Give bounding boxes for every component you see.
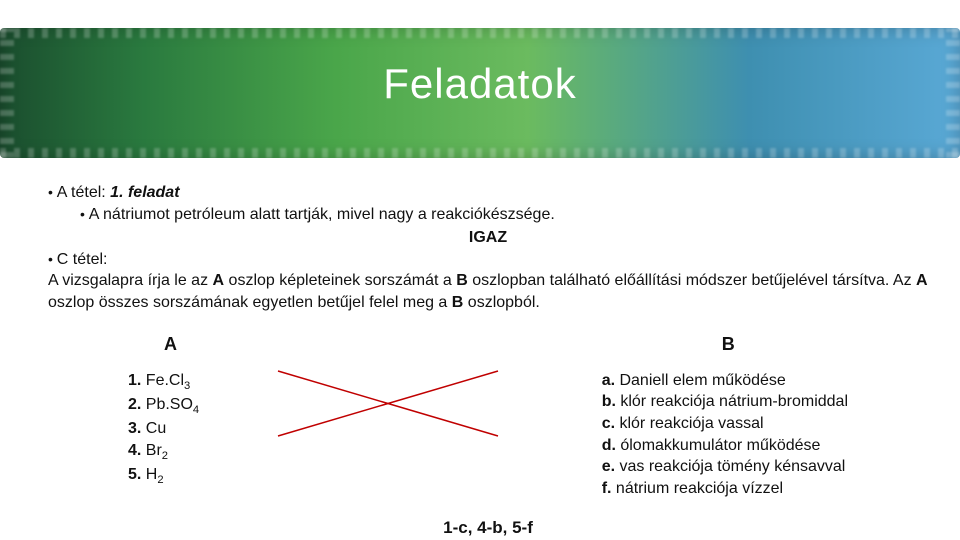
col-b-item: a. Daniell elem működése xyxy=(602,370,848,392)
c-boldA2: A xyxy=(916,272,928,289)
col-a-item: 3. Cu xyxy=(128,418,199,440)
col-b-item: e. vas reakciója tömény kénsavval xyxy=(602,456,848,478)
two-column-area: A 1. Fe.Cl32. Pb.SO43. Cu4. Br25. H2 B a… xyxy=(128,332,848,500)
c-boldA1: A xyxy=(213,272,225,289)
c-part1: A vizsgalapra írja le az xyxy=(48,272,213,289)
c-part5: oszlopból. xyxy=(463,294,540,311)
col-b-item: d. ólomakkumulátor működése xyxy=(602,435,848,457)
col-a-item: 1. Fe.Cl3 xyxy=(128,370,199,394)
bullet-a-tetel: A tétel: 1. feladat xyxy=(48,182,928,204)
col-a-item: 2. Pb.SO4 xyxy=(128,394,199,418)
c-boldB1: B xyxy=(456,272,468,289)
column-a-head: A xyxy=(128,332,199,356)
col-b-item: c. klór reakciója vassal xyxy=(602,413,848,435)
column-a: A 1. Fe.Cl32. Pb.SO43. Cu4. Br25. H2 xyxy=(128,332,199,500)
col-a-item: 4. Br2 xyxy=(128,440,199,464)
content-area: A tétel: 1. feladat A nátriumot petróleu… xyxy=(48,182,928,540)
c-part4: oszlop összes sorszámának egyetlen betűj… xyxy=(48,294,452,311)
answers-line: 1-c, 4-b, 5-f xyxy=(48,517,928,540)
c-instruction: A vizsgalapra írja le az A oszlop képlet… xyxy=(48,270,928,313)
bullet-c-tetel: C tétel: xyxy=(48,249,928,271)
slide: Feladatok A tétel: 1. feladat A nátriumo… xyxy=(0,0,960,540)
c-part3: oszlopban található előállítási módszer … xyxy=(468,272,916,289)
col-b-item: b. klór reakciója nátrium-bromiddal xyxy=(602,391,848,413)
c-part2: oszlop képleteinek sorszámát a xyxy=(224,272,456,289)
column-b: B a. Daniell elem működéseb. klór reakci… xyxy=(602,332,848,500)
col-a-item: 5. H2 xyxy=(128,464,199,488)
col-b-item: f. nátrium reakciója vízzel xyxy=(602,478,848,500)
igaz-label: IGAZ xyxy=(48,227,928,249)
feladat-label: 1. feladat xyxy=(110,184,179,201)
bullet-a-sub: A nátriumot petróleum alatt tartják, miv… xyxy=(80,204,928,226)
page-title: Feladatok xyxy=(0,60,960,108)
column-b-head: B xyxy=(602,332,848,356)
c-boldB2: B xyxy=(452,294,464,311)
a-tetel-label: A tétel: xyxy=(57,184,106,201)
